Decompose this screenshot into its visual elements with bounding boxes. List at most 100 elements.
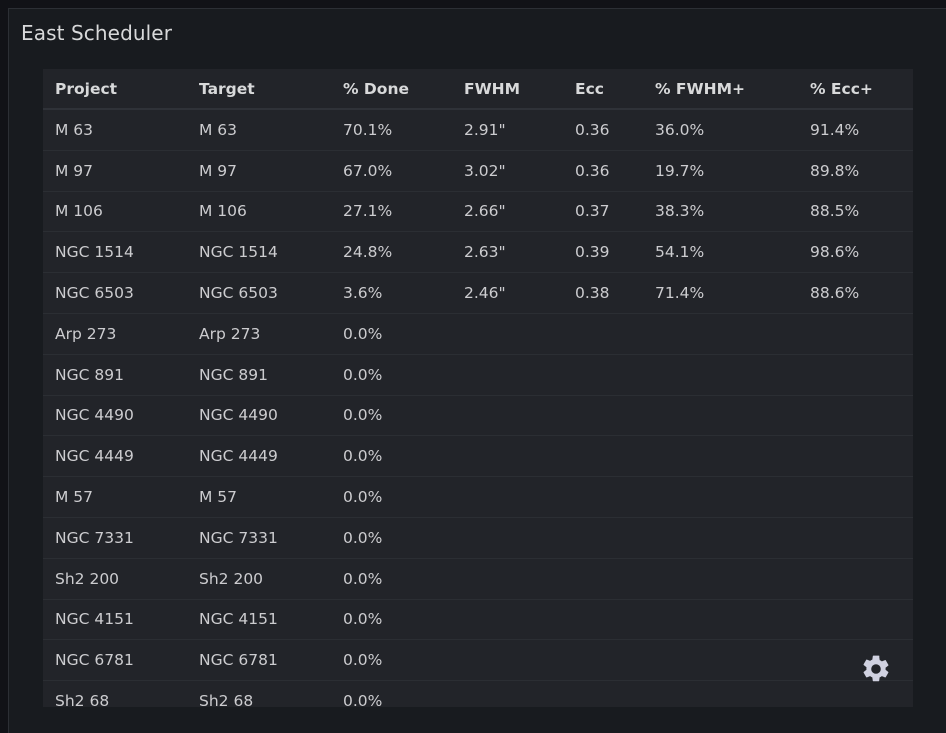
cell-ecc: [563, 313, 643, 355]
cell-target: NGC 6503: [187, 272, 331, 314]
cell-percent-done: 27.1%: [331, 191, 452, 233]
cell-project: NGC 4490: [43, 395, 187, 437]
cell-target: M 97: [187, 150, 331, 192]
cell-ecc: [563, 517, 643, 559]
cell-percent-fwhm-plus: [643, 354, 798, 396]
cell-fwhm: 2.63": [452, 231, 563, 274]
column-header-target[interactable]: Target: [187, 69, 331, 110]
cell-percent-done: 24.8%: [331, 231, 452, 274]
cell-ecc: 0.39: [563, 231, 643, 274]
cell-percent-ecc-plus: [798, 558, 913, 600]
cell-target: NGC 7331: [187, 517, 331, 559]
cell-project: M 57: [43, 476, 187, 518]
cell-percent-fwhm-plus: 36.0%: [643, 109, 798, 151]
cell-target: Arp 273: [187, 313, 331, 355]
table-row[interactable]: NGC 7331 NGC 7331 0.0%: [43, 517, 913, 559]
cell-project: M 97: [43, 150, 187, 192]
table-row[interactable]: M 106 M 106 27.1% 2.66" 0.37 38.3% 88.5%: [43, 191, 913, 233]
table-row[interactable]: NGC 4151 NGC 4151 0.0%: [43, 599, 913, 641]
cell-percent-done: 70.1%: [331, 109, 452, 151]
cell-project: M 106: [43, 191, 187, 233]
cell-project: NGC 7331: [43, 517, 187, 559]
cell-target: NGC 891: [187, 354, 331, 396]
cell-percent-fwhm-plus: 38.3%: [643, 191, 798, 233]
cell-percent-fwhm-plus: [643, 517, 798, 559]
cell-project: NGC 6503: [43, 272, 187, 314]
cell-fwhm: 2.66": [452, 191, 563, 233]
cell-percent-ecc-plus: 89.8%: [798, 150, 913, 192]
table-row[interactable]: Sh2 68 Sh2 68 0.0%: [43, 681, 913, 707]
scheduler-table: Project Target % Done FWHM Ecc % FWHM+ %…: [43, 69, 913, 707]
cell-percent-fwhm-plus: 54.1%: [643, 231, 798, 274]
cell-project: M 63: [43, 109, 187, 151]
cell-fwhm: 2.91": [452, 109, 563, 151]
cell-percent-fwhm-plus: [643, 639, 798, 682]
cell-percent-fwhm-plus: 19.7%: [643, 150, 798, 192]
cell-target: NGC 1514: [187, 231, 331, 274]
gear-icon[interactable]: [860, 653, 892, 685]
cell-percent-done: 0.0%: [343, 692, 383, 707]
table-row[interactable]: NGC 891 NGC 891 0.0%: [43, 354, 913, 396]
cell-fwhm: 3.02": [452, 150, 563, 192]
cell-percent-fwhm-plus: [643, 681, 798, 707]
cell-percent-done: 0.0%: [331, 313, 452, 355]
cell-percent-done: 0.0%: [331, 558, 452, 600]
cell-ecc: [563, 435, 643, 478]
cell-project: NGC 4449: [43, 435, 187, 478]
cell-fwhm: [452, 681, 563, 707]
cell-fwhm: [452, 435, 563, 478]
cell-percent-done: 0.0%: [331, 395, 452, 437]
cell-percent-fwhm-plus: [643, 476, 798, 518]
cell-percent-fwhm-plus: [643, 395, 798, 437]
cell-target: M 106: [187, 191, 331, 233]
table-row[interactable]: NGC 1514 NGC 1514 24.8% 2.63" 0.39 54.1% 98.6%: [43, 231, 913, 274]
cell-percent-fwhm-plus: [643, 435, 798, 478]
table-header-row: Project Target % Done FWHM Ecc % FWHM+ %…: [43, 69, 913, 110]
scheduler-panel: East Scheduler Project Target % Done FWH…: [8, 8, 946, 733]
panel-title: East Scheduler: [21, 21, 173, 45]
cell-target: NGC 6781: [187, 639, 331, 682]
cell-percent-done: 3.6%: [331, 272, 452, 314]
cell-percent-done: 0.0%: [331, 599, 452, 641]
cell-fwhm: [452, 558, 563, 600]
cell-project: Sh2 200: [43, 558, 187, 600]
table-row[interactable]: Sh2 200 Sh2 200 0.0%: [43, 558, 913, 600]
cell-project: NGC 891: [43, 354, 187, 396]
column-header-percent-fwhm-plus[interactable]: % FWHM+: [643, 69, 798, 110]
cell-percent-done: 0.0%: [331, 476, 452, 518]
cell-project: NGC 6781: [43, 639, 187, 682]
cell-fwhm: [452, 599, 563, 641]
table-row[interactable]: NGC 6503 NGC 6503 3.6% 2.46" 0.38 71.4% 88.6%: [43, 272, 913, 314]
column-header-project[interactable]: Project: [43, 69, 187, 110]
cell-ecc: 0.36: [563, 109, 643, 151]
column-header-percent-done[interactable]: % Done: [331, 69, 452, 110]
cell-ecc: 0.36: [563, 150, 643, 192]
cell-fwhm: [452, 395, 563, 437]
cell-percent-ecc-plus: [798, 681, 913, 707]
cell-project: NGC 1514: [43, 231, 187, 274]
table-row[interactable]: NGC 6781 NGC 6781 0.0%: [43, 639, 913, 682]
column-header-percent-ecc-plus[interactable]: % Ecc+: [798, 69, 913, 110]
cell-percent-ecc-plus: [798, 517, 913, 559]
cell-percent-ecc-plus: 88.5%: [798, 191, 913, 233]
cell-ecc: [563, 681, 643, 707]
table-row[interactable]: NGC 4449 NGC 4449 0.0%: [43, 435, 913, 478]
table-row[interactable]: NGC 4490 NGC 4490 0.0%: [43, 395, 913, 437]
table-row[interactable]: M 57 M 57 0.0%: [43, 476, 913, 518]
cell-ecc: [563, 639, 643, 682]
cell-percent-done: 0.0%: [331, 639, 452, 682]
cell-percent-fwhm-plus: [643, 599, 798, 641]
cell-target: M 63: [187, 109, 331, 151]
cell-percent-ecc-plus: [798, 476, 913, 518]
cell-percent-ecc-plus: [798, 599, 913, 641]
cell-fwhm: [452, 476, 563, 518]
column-header-fwhm[interactable]: FWHM: [452, 69, 563, 110]
cell-percent-ecc-plus: 88.6%: [798, 272, 913, 314]
cell-percent-fwhm-plus: [643, 313, 798, 355]
column-header-ecc[interactable]: Ecc: [563, 69, 643, 110]
table-row[interactable]: M 97 M 97 67.0% 3.02" 0.36 19.7% 89.8%: [43, 150, 913, 192]
cell-percent-ecc-plus: [798, 435, 913, 478]
table-row[interactable]: Arp 273 Arp 273 0.0%: [43, 313, 913, 355]
cell-fwhm: [452, 639, 563, 682]
table-row[interactable]: M 63 M 63 70.1% 2.91" 0.36 36.0% 91.4%: [43, 109, 913, 151]
